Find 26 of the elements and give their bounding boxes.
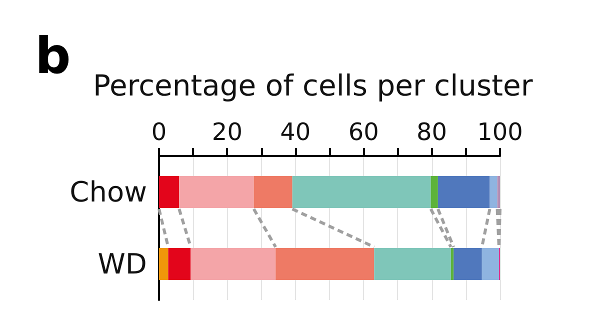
x-tick-label: 100 [477, 118, 523, 146]
bar [159, 248, 168, 280]
bar [490, 176, 498, 208]
x-tick-label: 40 [280, 118, 311, 146]
x-tick-label: 60 [348, 118, 379, 146]
y-tick-label: WD [98, 248, 147, 280]
x-tick-label: 20 [212, 118, 242, 146]
bar [190, 248, 276, 280]
x-tick-label: 80 [416, 118, 448, 146]
bar [454, 248, 482, 280]
bar [292, 176, 431, 208]
bar [168, 248, 191, 280]
bar [254, 176, 292, 208]
bar [179, 176, 254, 208]
chart-title: Percentage of cells per cluster [93, 68, 533, 102]
bar [159, 176, 180, 208]
bar [438, 176, 490, 208]
bar [450, 248, 454, 280]
bar [374, 248, 451, 280]
text: b [35, 27, 71, 85]
bar [430, 176, 438, 208]
bar [497, 176, 500, 208]
x-tick-label: 0 [151, 118, 167, 146]
bar [482, 248, 499, 280]
bar [276, 248, 374, 280]
y-tick-label: Chow [70, 176, 147, 208]
